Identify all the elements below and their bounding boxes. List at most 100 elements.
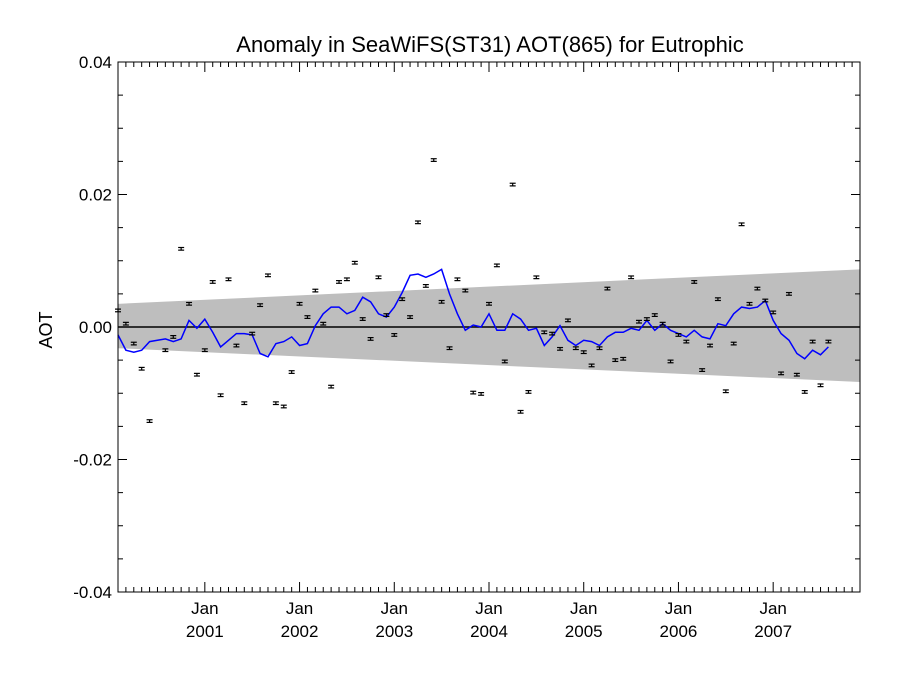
data-point xyxy=(186,301,193,306)
data-point xyxy=(225,277,232,282)
data-point xyxy=(620,356,627,361)
data-point xyxy=(778,371,785,376)
x-tick-month: Jan xyxy=(665,599,692,618)
data-point xyxy=(762,298,769,303)
data-point xyxy=(304,315,311,319)
confidence-band xyxy=(118,269,860,382)
data-point xyxy=(517,409,524,414)
data-point xyxy=(438,299,445,304)
data-point xyxy=(193,372,200,377)
data-point xyxy=(257,303,264,308)
data-point xyxy=(336,280,343,284)
x-tick-month: Jan xyxy=(191,599,218,618)
data-point xyxy=(564,318,571,323)
ticks-layer: -0.04 -0.02 0.00 0.02 0.04 Jan 2001 Jan 2002 Jan 2… xyxy=(73,53,861,641)
x-tick-year: 2003 xyxy=(375,622,413,641)
y-axis-label: AOT xyxy=(36,311,56,348)
data-point xyxy=(533,275,540,280)
data-point xyxy=(320,321,327,326)
data-point xyxy=(343,277,350,282)
data-point xyxy=(359,317,366,321)
data-point xyxy=(414,220,421,225)
data-point xyxy=(170,335,177,339)
data-point xyxy=(754,286,761,291)
data-point xyxy=(738,222,745,227)
y-tick-label: 0.00 xyxy=(79,318,112,337)
data-point xyxy=(328,384,335,389)
data-point xyxy=(683,339,690,344)
data-point xyxy=(817,383,824,388)
x-tick-year: 2002 xyxy=(281,622,319,641)
data-point xyxy=(454,277,461,282)
data-point xyxy=(785,291,792,296)
data-point xyxy=(367,337,374,341)
data-point xyxy=(667,359,674,364)
x-tick-month: Jan xyxy=(475,599,502,618)
data-point xyxy=(651,313,658,317)
data-point xyxy=(264,273,271,278)
data-point xyxy=(675,333,682,337)
confidence-band-layer xyxy=(118,269,860,382)
trend-line xyxy=(117,268,829,360)
data-point xyxy=(375,275,382,280)
data-point xyxy=(659,321,666,326)
data-point xyxy=(730,341,737,346)
data-point xyxy=(462,288,469,293)
data-point xyxy=(422,284,429,288)
data-point xyxy=(596,346,603,351)
data-point xyxy=(122,321,129,326)
data-point xyxy=(217,393,224,398)
data-point xyxy=(714,297,721,302)
data-point xyxy=(825,339,832,344)
data-point xyxy=(312,288,319,293)
data-point xyxy=(707,343,714,348)
y-tick-label: -0.02 xyxy=(73,451,112,470)
data-point xyxy=(509,182,516,187)
data-point xyxy=(541,330,548,335)
data-point xyxy=(296,301,303,306)
data-point xyxy=(288,370,295,374)
data-point xyxy=(770,310,777,315)
data-point xyxy=(233,343,240,348)
data-point xyxy=(486,301,492,306)
data-point xyxy=(746,301,753,306)
data-point xyxy=(407,315,414,319)
data-point xyxy=(130,341,137,346)
data-point xyxy=(580,350,587,355)
data-point xyxy=(557,346,564,351)
data-point xyxy=(249,331,256,336)
data-point xyxy=(470,390,477,395)
x-tick-month: Jan xyxy=(759,599,786,618)
y-tick-label: -0.04 xyxy=(73,583,112,602)
chart-title: Anomaly in SeaWiFS(ST31) AOT(865) for Eu… xyxy=(236,32,743,57)
data-point xyxy=(383,313,390,317)
data-point xyxy=(209,280,216,284)
data-point xyxy=(391,333,398,337)
data-point xyxy=(635,319,642,324)
x-tick-month: Jan xyxy=(381,599,408,618)
data-point xyxy=(201,348,208,353)
data-point xyxy=(699,368,706,372)
data-point xyxy=(478,391,485,396)
x-tick-year: 2004 xyxy=(470,622,508,641)
x-tick-year: 2006 xyxy=(660,622,698,641)
data-point xyxy=(501,359,508,364)
data-point xyxy=(446,346,453,351)
y-tick-label: 0.04 xyxy=(79,53,112,72)
data-point xyxy=(628,275,635,280)
data-point xyxy=(146,419,153,423)
data-point xyxy=(801,390,808,394)
data-point xyxy=(691,280,698,284)
data-point xyxy=(162,348,169,353)
data-point xyxy=(612,358,619,363)
data-point xyxy=(525,390,532,394)
y-tick-label: 0.02 xyxy=(79,186,112,205)
data-point xyxy=(280,404,287,409)
data-point xyxy=(178,246,185,251)
data-points-layer xyxy=(115,158,832,423)
data-point xyxy=(793,372,800,377)
x-tick-year: 2005 xyxy=(565,622,603,641)
data-point xyxy=(272,401,279,406)
x-tick-year: 2001 xyxy=(186,622,224,641)
